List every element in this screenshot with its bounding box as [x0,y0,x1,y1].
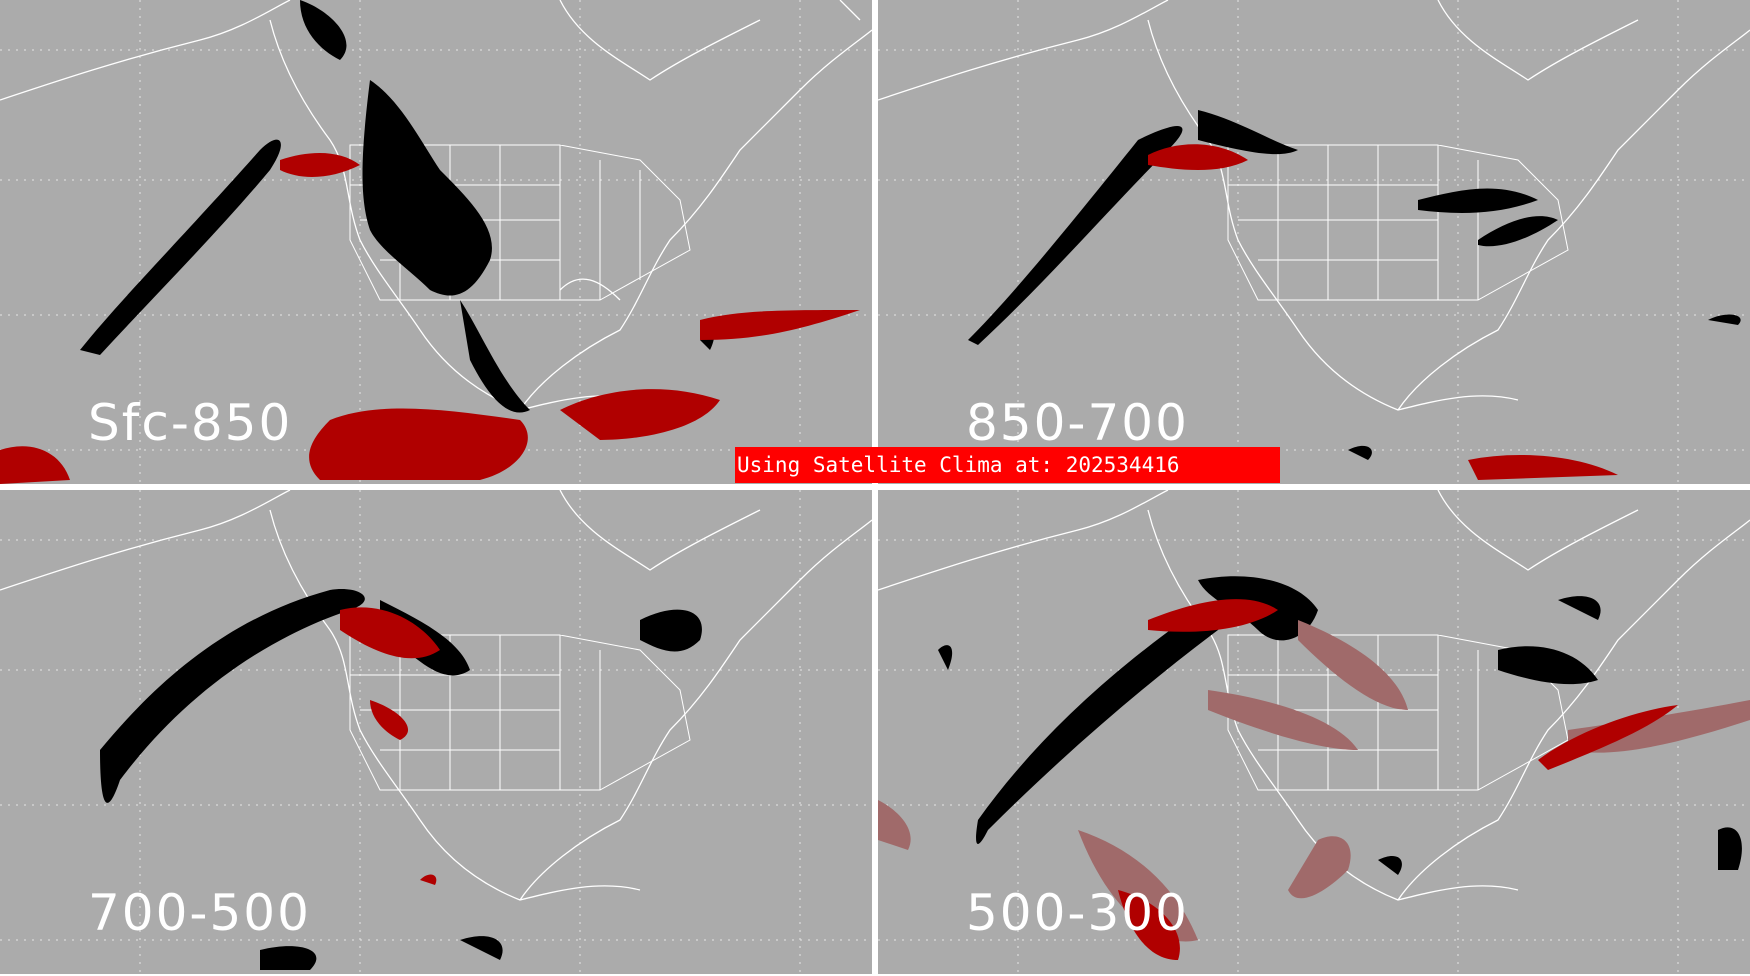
cloud-mask-red [1148,144,1618,480]
cloud-mask-red [340,607,440,885]
panel-label: Sfc-850 [88,394,293,452]
map-sfc-850 [0,0,872,484]
panel-label: 700-500 [88,884,311,942]
lat-lon-grid [0,0,872,484]
map-500-300 [878,490,1750,974]
map-panel-850-700: 850-700 [878,0,1750,484]
lat-lon-grid [878,490,1750,974]
cloud-mask-black [80,0,715,460]
state-borders [1227,144,1569,301]
state-borders [349,634,691,791]
satellite-clima-banner: Using Satellite Clima at: 202534416 [735,447,1280,483]
banner-text: Using Satellite Clima at: 202534416 [737,453,1180,477]
panel-label: 850-700 [966,394,1189,452]
cloud-mask-red [0,153,860,484]
map-700-500 [0,490,872,974]
cloud-mask-pink [878,620,1750,942]
cloud-mask-black [100,589,702,970]
cloud-mask-red [1118,599,1678,960]
map-850-700 [878,0,1750,484]
lat-lon-grid [0,490,872,974]
panel-label: 500-300 [966,884,1189,942]
coastline [878,0,1750,411]
cloud-mask-black [938,576,1742,875]
map-panel-sfc-850: Sfc-850 [0,0,872,484]
map-panel-700-500: 700-500 [0,490,872,974]
coastline [0,490,872,901]
coastline [0,0,872,411]
coastline [878,490,1750,901]
map-panel-500-300: 500-300 [878,490,1750,974]
